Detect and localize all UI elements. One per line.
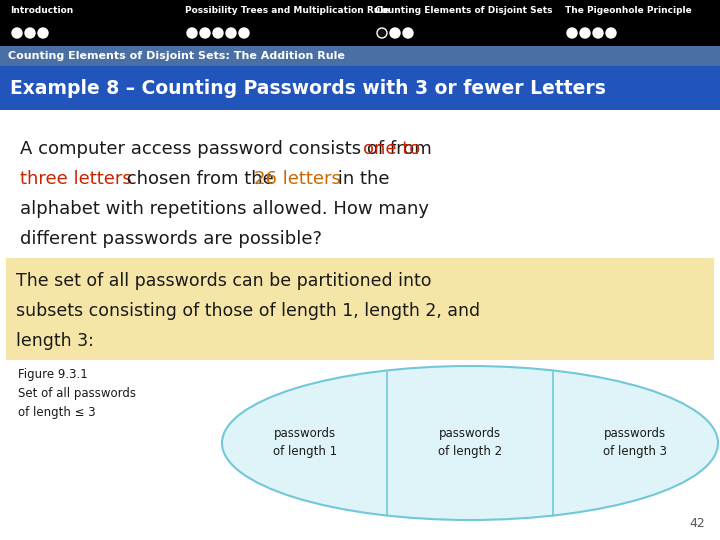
Text: different passwords are possible?: different passwords are possible?: [20, 230, 322, 248]
Text: chosen from the: chosen from the: [122, 170, 280, 188]
Text: Possibility Trees and Multiplication Rule: Possibility Trees and Multiplication Rul…: [185, 6, 390, 15]
Text: Example 8 – Counting Passwords with 3 or fewer Letters: Example 8 – Counting Passwords with 3 or…: [10, 78, 606, 98]
Circle shape: [606, 28, 616, 38]
Bar: [0, 46, 720, 66]
Circle shape: [403, 28, 413, 38]
Text: length 3:: length 3:: [16, 332, 94, 350]
Text: The Pigeonhole Principle: The Pigeonhole Principle: [565, 6, 692, 15]
Text: passwords
of length 3: passwords of length 3: [603, 428, 667, 458]
Circle shape: [226, 28, 236, 38]
Circle shape: [593, 28, 603, 38]
Text: Introduction: Introduction: [10, 6, 73, 15]
Text: passwords
of length 2: passwords of length 2: [438, 428, 502, 458]
Circle shape: [390, 28, 400, 38]
Bar: [0, 110, 720, 540]
Text: 42: 42: [689, 517, 705, 530]
Text: passwords
of length 1: passwords of length 1: [273, 428, 337, 458]
Circle shape: [377, 28, 387, 38]
Text: Counting Elements of Disjoint Sets: The Addition Rule: Counting Elements of Disjoint Sets: The …: [8, 51, 345, 61]
Text: alphabet with repetitions allowed. How many: alphabet with repetitions allowed. How m…: [20, 200, 429, 218]
Circle shape: [567, 28, 577, 38]
Text: 26 letters: 26 letters: [254, 170, 341, 188]
Bar: [0, 0, 720, 46]
Circle shape: [25, 28, 35, 38]
Text: Counting Elements of Disjoint Sets: Counting Elements of Disjoint Sets: [375, 6, 552, 15]
Circle shape: [580, 28, 590, 38]
Circle shape: [187, 28, 197, 38]
Circle shape: [12, 28, 22, 38]
Circle shape: [239, 28, 249, 38]
Text: in the: in the: [332, 170, 390, 188]
Text: A computer access password consists of from: A computer access password consists of f…: [20, 140, 438, 158]
Text: three letters: three letters: [20, 170, 132, 188]
Bar: [0, 66, 720, 110]
Circle shape: [38, 28, 48, 38]
Text: Figure 9.3.1
Set of all passwords
of length ≤ 3: Figure 9.3.1 Set of all passwords of len…: [18, 368, 136, 419]
Ellipse shape: [222, 366, 718, 520]
Text: subsets consisting of those of length 1, length 2, and: subsets consisting of those of length 1,…: [16, 302, 480, 320]
Text: The set of all passwords can be partitioned into: The set of all passwords can be partitio…: [16, 272, 431, 290]
Text: one to: one to: [363, 140, 420, 158]
Circle shape: [213, 28, 223, 38]
Circle shape: [200, 28, 210, 38]
Bar: [6, 258, 714, 360]
